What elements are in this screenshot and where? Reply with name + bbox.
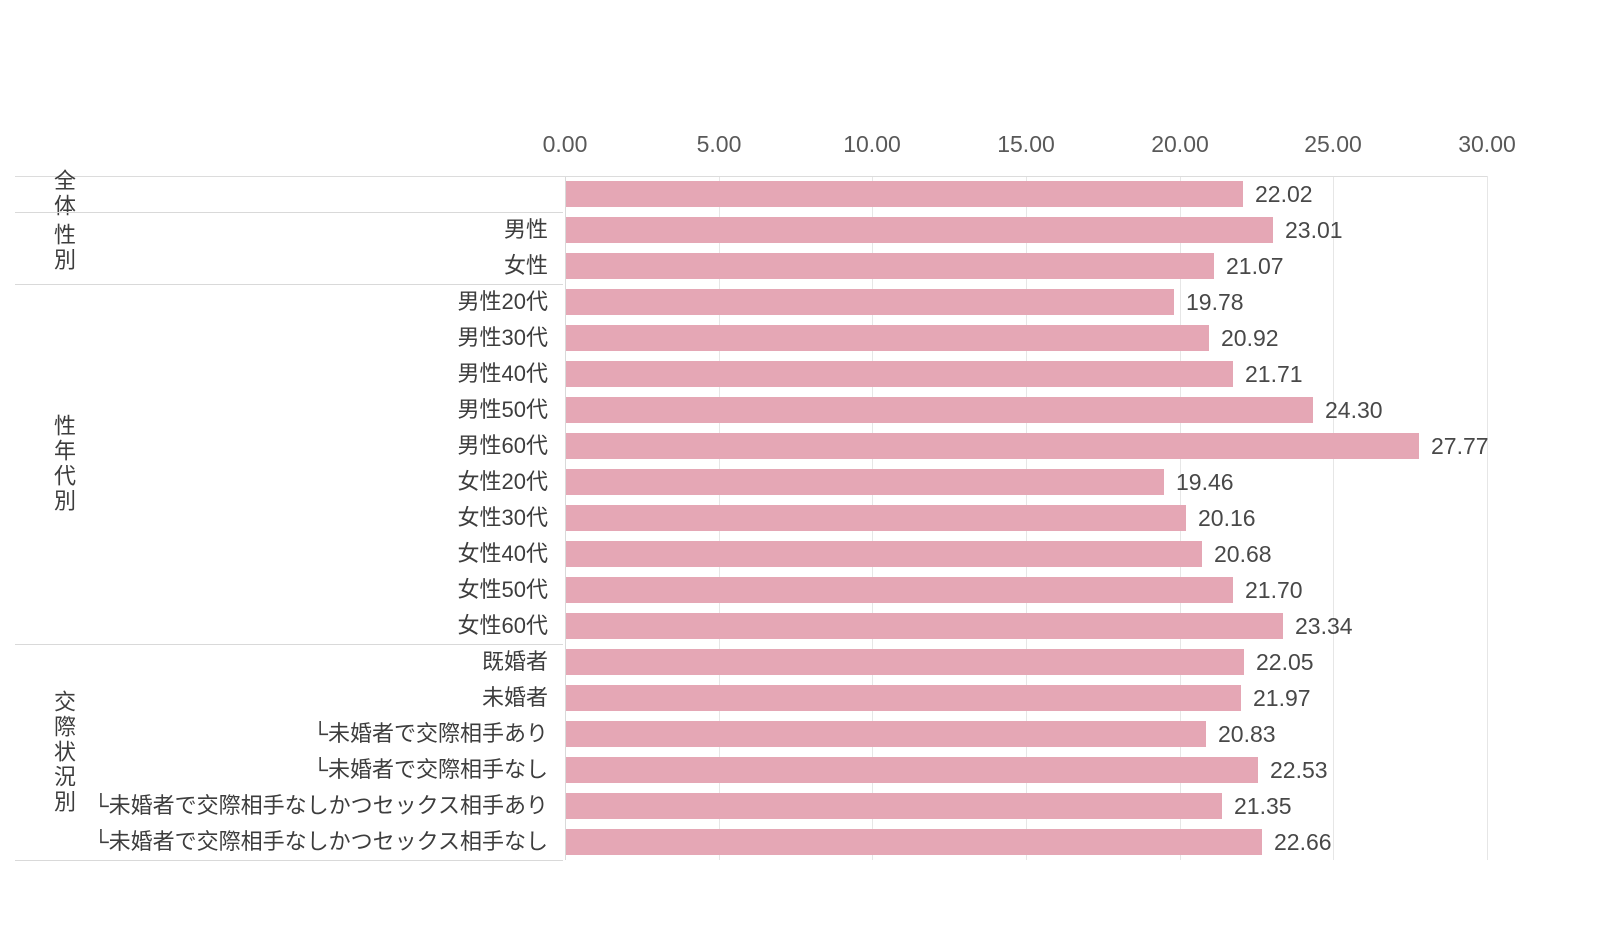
category-label: 女性 bbox=[503, 253, 548, 278]
bar bbox=[566, 793, 1222, 819]
x-gridline bbox=[565, 176, 566, 860]
bar-value-label: 20.68 bbox=[1214, 541, 1272, 567]
bar-value-label: 20.92 bbox=[1221, 325, 1279, 351]
row-group-label: 性年代別 bbox=[51, 414, 76, 514]
category-label: 女性40代 bbox=[457, 541, 548, 566]
x-axis-tick-label: 10.00 bbox=[843, 131, 901, 157]
bar bbox=[566, 757, 1258, 783]
row-group-label: 性別 bbox=[51, 223, 76, 273]
category-label: 男性50代 bbox=[457, 397, 548, 422]
bar-value-label: 21.97 bbox=[1253, 685, 1311, 711]
bar bbox=[566, 181, 1243, 207]
category-label: 女性50代 bbox=[457, 577, 548, 602]
bar-value-label: 23.34 bbox=[1295, 613, 1353, 639]
bar bbox=[566, 253, 1214, 279]
x-gridline bbox=[1487, 176, 1488, 860]
bar bbox=[566, 577, 1233, 603]
bar-value-label: 22.02 bbox=[1255, 181, 1313, 207]
x-axis-tick-label: 30.00 bbox=[1458, 131, 1516, 157]
bottom-separator bbox=[15, 860, 563, 861]
category-label: └未婚者で交際相手なしかつセックス相手なし bbox=[93, 829, 548, 854]
category-label: 既婚者 bbox=[481, 649, 548, 674]
group-separator bbox=[15, 284, 563, 285]
category-label: 女性20代 bbox=[457, 469, 548, 494]
bar-value-label: 19.46 bbox=[1176, 469, 1234, 495]
bar bbox=[566, 505, 1186, 531]
bar bbox=[566, 829, 1262, 855]
bar bbox=[566, 433, 1419, 459]
x-axis-tick-label: 25.00 bbox=[1304, 131, 1362, 157]
bar-value-label: 21.70 bbox=[1245, 577, 1303, 603]
bar bbox=[566, 289, 1174, 315]
bar bbox=[566, 325, 1209, 351]
bar-value-label: 27.77 bbox=[1431, 433, 1489, 459]
group-separator bbox=[15, 212, 563, 213]
x-axis-tick-label: 20.00 bbox=[1151, 131, 1209, 157]
category-label: 女性60代 bbox=[457, 613, 548, 638]
x-axis-tick-label: 5.00 bbox=[696, 131, 742, 157]
bar-value-label: 20.83 bbox=[1218, 721, 1276, 747]
bar-value-label: 20.16 bbox=[1198, 505, 1256, 531]
bar bbox=[566, 541, 1202, 567]
bar-value-label: 22.66 bbox=[1274, 829, 1332, 855]
bar-value-label: 22.05 bbox=[1256, 649, 1314, 675]
category-label: └未婚者で交際相手なし bbox=[312, 757, 548, 782]
bar-value-label: 21.07 bbox=[1226, 253, 1284, 279]
bar bbox=[566, 469, 1164, 495]
x-gridline bbox=[1333, 176, 1334, 860]
bar bbox=[566, 721, 1206, 747]
bar-value-label: 19.78 bbox=[1186, 289, 1244, 315]
category-label: 女性30代 bbox=[457, 505, 548, 530]
bar bbox=[566, 613, 1283, 639]
category-label: 男性 bbox=[503, 217, 548, 242]
category-label: 未婚者 bbox=[481, 685, 548, 710]
category-label: └未婚者で交際相手なしかつセックス相手あり bbox=[93, 793, 548, 818]
row-group-label: 交際状況別 bbox=[51, 689, 76, 815]
bar-value-label: 22.53 bbox=[1270, 757, 1328, 783]
bar bbox=[566, 649, 1244, 675]
group-separator bbox=[15, 644, 563, 645]
category-label: 男性30代 bbox=[457, 325, 548, 350]
bar bbox=[566, 217, 1273, 243]
bar bbox=[566, 397, 1313, 423]
bar-value-label: 24.30 bbox=[1325, 397, 1383, 423]
bar bbox=[566, 361, 1233, 387]
category-label: 男性20代 bbox=[457, 289, 548, 314]
x-axis-tick-label: 15.00 bbox=[997, 131, 1055, 157]
category-label: 男性60代 bbox=[457, 433, 548, 458]
chart-top-border bbox=[15, 176, 1487, 177]
x-axis-tick-label: 0.00 bbox=[542, 131, 588, 157]
bar bbox=[566, 685, 1241, 711]
category-label: 男性40代 bbox=[457, 361, 548, 386]
category-label: └未婚者で交際相手あり bbox=[312, 721, 548, 746]
row-group-label: 全体 bbox=[51, 169, 76, 219]
bar-value-label: 21.35 bbox=[1234, 793, 1292, 819]
bar-value-label: 23.01 bbox=[1285, 217, 1343, 243]
bar-value-label: 21.71 bbox=[1245, 361, 1303, 387]
